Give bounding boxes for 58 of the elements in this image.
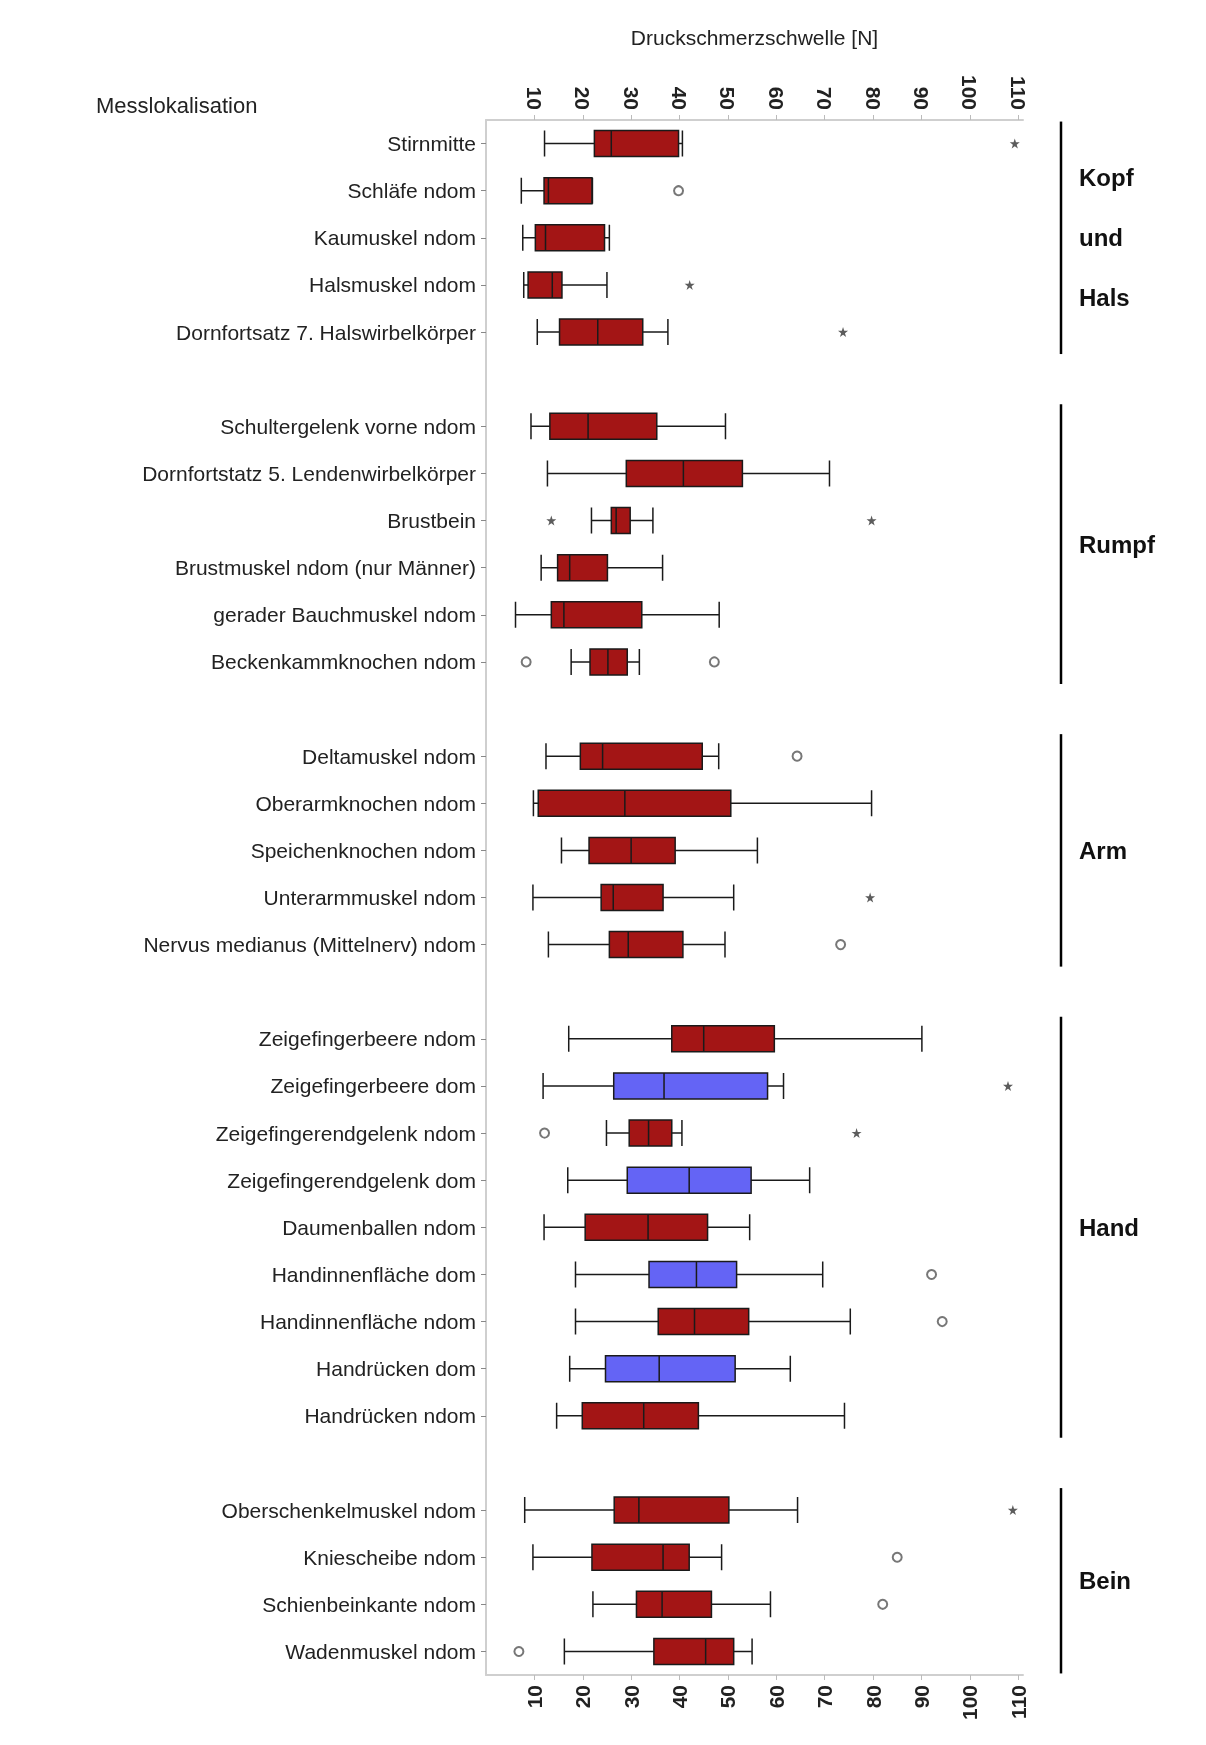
y-tick-label: Wadenmuskel ndom bbox=[285, 1639, 476, 1663]
x-tick-label: 80 bbox=[861, 1685, 885, 1709]
x2-tick-label: 20 bbox=[571, 86, 595, 110]
y-tick-label: Handrücken dom bbox=[316, 1357, 476, 1381]
x-tick-label: 70 bbox=[813, 1685, 837, 1709]
y-tick-label: Handinnenfläche dom bbox=[271, 1262, 476, 1286]
x-tick-label: 40 bbox=[668, 1685, 692, 1709]
y-tick-label: Handinnenfläche ndom bbox=[260, 1310, 476, 1334]
x2-tick-label: 100 bbox=[958, 74, 982, 110]
y-tick-label: gerader Bauchmuskel ndom bbox=[213, 603, 476, 627]
x-tick-label: 100 bbox=[958, 1685, 982, 1721]
y-tick-label: Unterarmmuskel ndom bbox=[263, 886, 476, 909]
x-tick-label: 110 bbox=[1006, 1685, 1030, 1719]
x-tick-label: 90 bbox=[909, 1685, 933, 1709]
y-tick-label: Daumenballen ndom bbox=[282, 1215, 476, 1239]
y-tick-label: Oberarmknochen ndom bbox=[255, 791, 476, 815]
x2-axis-title: Druckschmerzschwelle [N] bbox=[630, 26, 879, 49]
y-tick-label: Halsmuskel ndom bbox=[309, 273, 476, 297]
x2-tick-label: 110 bbox=[1006, 76, 1030, 110]
y-tick-label: Dornfortstatz 5. Lendenwirbelkörper bbox=[142, 461, 476, 485]
x2-tick-label: 90 bbox=[909, 86, 933, 110]
y-tick-label: Schultergelenk vorne ndom bbox=[220, 414, 476, 438]
x2-tick-label: 10 bbox=[522, 86, 546, 110]
x2-tick-label: 80 bbox=[861, 86, 885, 110]
x-tick-label: 10 bbox=[522, 1685, 546, 1709]
y-tick-label: Brustmuskel ndom (nur Männer) bbox=[174, 556, 476, 580]
x2-tick-label: 60 bbox=[764, 86, 788, 110]
text: Kopf und Hals bbox=[1079, 164, 1134, 312]
y-tick-label: Zeigefingerendgelenk dom bbox=[227, 1168, 476, 1192]
y-tick-label: Oberschenkelmuskel ndom bbox=[221, 1498, 476, 1522]
y-tick-label: Dornfortsatz 7. Halswirbelkörper bbox=[176, 320, 477, 344]
x-tick-label: 50 bbox=[716, 1685, 740, 1709]
y-tick-label: Kniescheibe ndom bbox=[303, 1545, 476, 1569]
x-tick-label: 20 bbox=[571, 1685, 595, 1709]
x2-tick-label: 30 bbox=[619, 86, 643, 110]
y-axis-title: Messlokalisation bbox=[96, 92, 258, 118]
y-tick-label: Handrücken ndom bbox=[304, 1404, 476, 1428]
y-tick-label: Kaumuskel ndom bbox=[313, 226, 476, 250]
x2-tick-label: 70 bbox=[813, 86, 837, 110]
text: Arm bbox=[1079, 836, 1128, 864]
text: Bein bbox=[1079, 1567, 1132, 1595]
y-tick-label: Schienbeinkante ndom bbox=[262, 1592, 476, 1616]
y-tick-label: Zeigefingerbeere ndom bbox=[258, 1027, 476, 1051]
y-tick-label: Deltamuskel ndom bbox=[302, 744, 476, 768]
y-tick-label: Beckenkammknochen ndom bbox=[211, 650, 476, 674]
y-tick-label: Zeigefingerbeere dom bbox=[270, 1074, 476, 1098]
y-tick-label: Stirnmitte bbox=[387, 132, 476, 156]
y-tick-label: Schläfe ndom bbox=[347, 179, 476, 203]
y-tick-label: Brustbein bbox=[387, 509, 476, 533]
y-tick-label: Speichenknochen ndom bbox=[250, 838, 476, 862]
x-tick-label: 60 bbox=[764, 1685, 788, 1709]
x2-tick-label: 50 bbox=[716, 86, 740, 110]
y-tick-label: Nervus medianus (Mittelnerv) ndom bbox=[143, 933, 476, 957]
x-tick-label: 30 bbox=[619, 1685, 643, 1709]
text: Hand bbox=[1079, 1213, 1139, 1241]
text: Rumpf bbox=[1079, 530, 1156, 558]
y-tick-label: Zeigefingerendgelenk ndom bbox=[215, 1121, 476, 1145]
x2-tick-label: 40 bbox=[668, 86, 692, 110]
